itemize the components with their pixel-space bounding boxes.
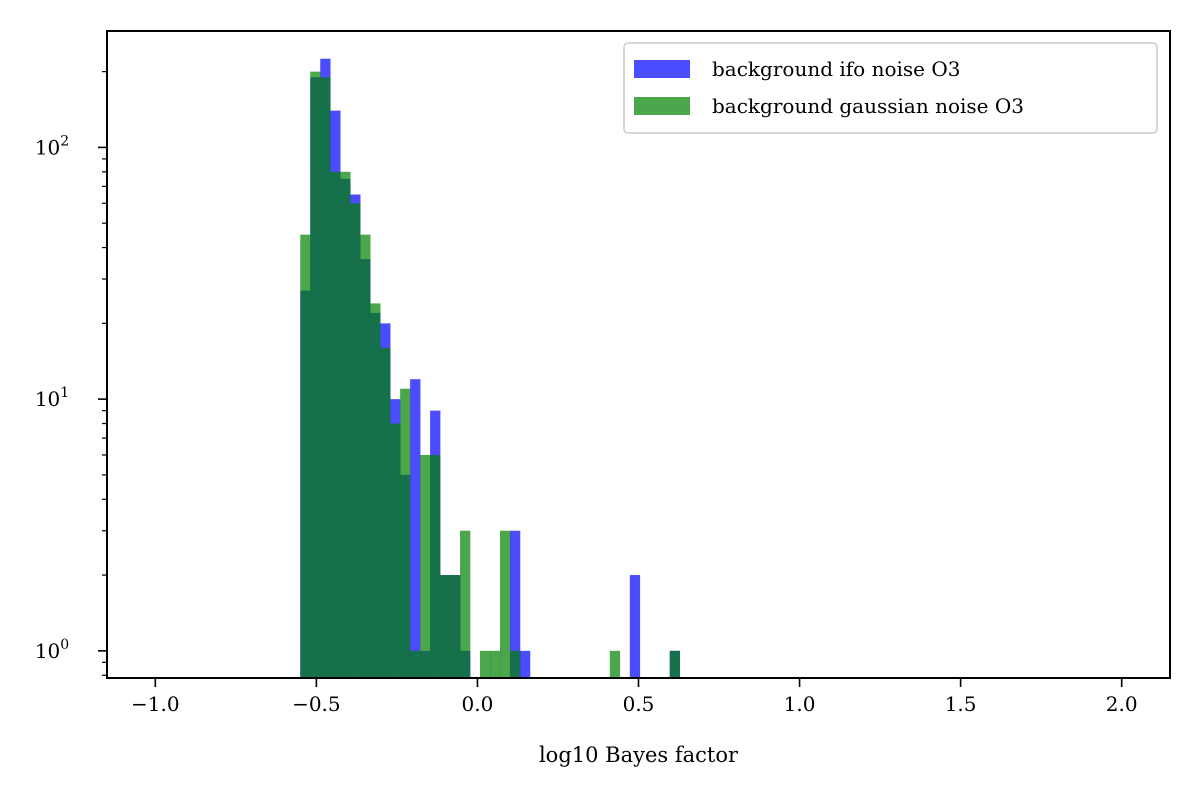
- gaussian-bar-18: [480, 650, 491, 678]
- gaussian-bar-6: [360, 234, 371, 678]
- gaussian-bar-31: [609, 650, 621, 678]
- gaussian-bar-9: [390, 423, 401, 678]
- legend-entry-label: background gaussian noise O3: [712, 94, 1024, 118]
- series-gaussian-bars: [300, 71, 681, 679]
- gaussian-bar-2: [320, 77, 331, 679]
- gaussian-bar-19: [490, 650, 501, 678]
- x-axis-label: log10 Bayes factor: [539, 743, 739, 767]
- gaussian-bar-15: [450, 575, 461, 678]
- gaussian-bar-20: [499, 530, 511, 678]
- x-tick-label: 0.0: [462, 692, 494, 716]
- x-tick-label: 1.5: [945, 692, 977, 716]
- gaussian-bar-3: [330, 171, 341, 679]
- gaussian-bar-8: [380, 347, 391, 678]
- x-tick-label: 1.0: [784, 692, 816, 716]
- y-axis: 100 101 102: [35, 71, 107, 676]
- x-tick-label: 0.5: [623, 692, 655, 716]
- x-axis: −1.0 −0.5 0.0 0.5 1.0 1.5 2.0: [131, 678, 1138, 716]
- gaussian-bar-5: [350, 203, 361, 679]
- gaussian-bar-11: [410, 650, 421, 678]
- legend: background ifo noise O3 background gaussi…: [623, 42, 1158, 134]
- y-tick-label: 100: [35, 637, 69, 663]
- legend-box: [623, 42, 1158, 134]
- ifo-bar-21: [509, 530, 521, 678]
- ifo-bar-33: [629, 575, 641, 678]
- y-tick-label: 102: [35, 133, 69, 159]
- gaussian-bar-10: [400, 388, 411, 678]
- gaussian-bar-21: [509, 650, 521, 678]
- gaussian-bar-14: [440, 575, 451, 678]
- gaussian-bar-1: [310, 71, 321, 679]
- legend-entry-label: background ifo noise O3: [712, 57, 960, 81]
- gaussian-bar-0: [300, 234, 311, 678]
- gaussian-bar-16: [460, 530, 471, 678]
- x-tick-label: −1.0: [131, 692, 180, 716]
- ifo-bar-11: [410, 379, 421, 678]
- ifo-bar-22: [519, 650, 531, 678]
- gaussian-bar-12: [420, 454, 431, 678]
- gaussian-bar-13: [430, 454, 441, 678]
- x-tick-label: −0.5: [292, 692, 341, 716]
- gaussian-bar-4: [340, 171, 351, 679]
- x-tick-label: 2.0: [1106, 692, 1138, 716]
- legend-swatch: [634, 60, 690, 78]
- gaussian-bar-7: [370, 303, 381, 678]
- legend-swatch: [634, 97, 690, 115]
- gaussian-bar-37: [669, 650, 681, 678]
- y-tick-label: 101: [35, 385, 69, 411]
